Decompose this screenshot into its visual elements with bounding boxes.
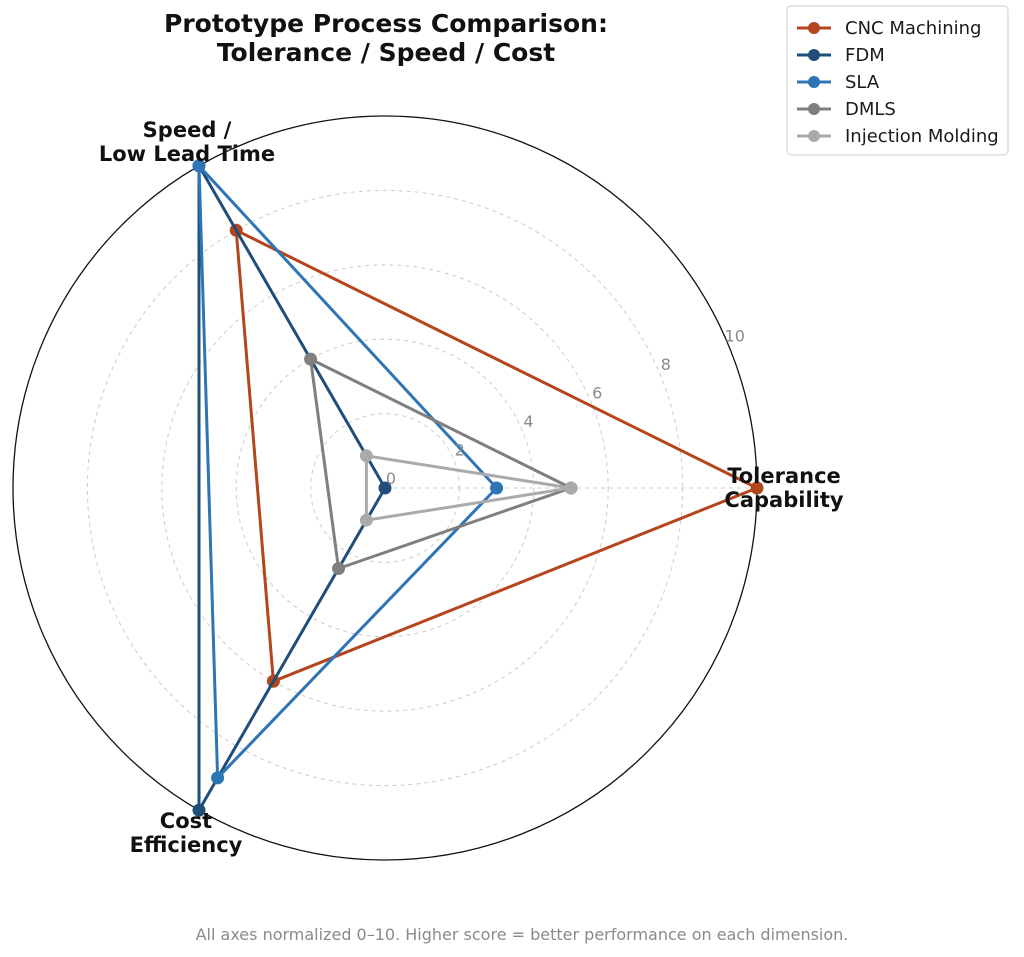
data-point [192,159,206,173]
tick-label: 0 [386,469,396,488]
legend-label: DMLS [845,99,896,120]
legend-swatch-marker [808,49,820,61]
series-line [197,164,387,812]
tick-label: 4 [523,412,533,431]
data-point [490,481,504,495]
chart-title: Prototype Process Comparison: Tolerance /… [164,9,608,67]
data-point [564,481,578,495]
series-line [309,357,573,570]
legend-label: Injection Molding [845,126,999,147]
legend-label: FDM [845,45,885,66]
legend-item[interactable]: DMLS [797,99,896,120]
series-line [364,454,573,522]
legend-swatch-marker [808,130,820,142]
data-point [359,449,373,463]
data-point [750,481,764,495]
legend-swatch-marker [808,76,820,88]
tick-label: 6 [592,384,602,403]
series-line [234,228,759,683]
legend-label: SLA [845,72,880,93]
tick-label: 8 [661,355,671,374]
tick-labels: 0 2 4 6 8 10 [386,327,745,488]
legend-label: CNC Machining [845,18,981,39]
legend-swatch-marker [808,22,820,34]
tick-label: 2 [455,441,465,460]
series-fdm [192,159,392,817]
series-dmls [304,352,578,575]
title-text: Prototype Process Comparison: Tolerance /… [164,9,608,67]
grid-ring [161,264,609,712]
legend-item[interactable]: FDM [797,45,885,66]
axis-label: Cost Efficiency [130,809,243,857]
data-point [359,513,373,527]
legend-item[interactable]: Injection Molding [797,126,999,147]
legend-item[interactable]: SLA [797,72,880,93]
data-point [378,481,392,495]
series-injection-molding [359,449,578,527]
data-point [332,562,345,575]
series-line [197,164,499,780]
legend-swatch-marker [808,103,820,115]
legend-item[interactable]: CNC Machining [797,18,981,39]
data-point [211,771,225,785]
series-sla [192,159,504,785]
tick-label: 10 [725,327,745,346]
footnote: All axes normalized 0–10. Higher score =… [196,925,849,944]
axis-label: Speed / Low Lead Time [99,118,275,166]
series-layer [192,159,764,817]
axis-label: Tolerance Capability [724,464,843,512]
data-point [304,352,318,366]
axis-labels: Tolerance Capability Speed / Low Lead Time C… [99,118,844,857]
data-point [192,803,206,817]
legend-box [786,5,1009,156]
legend[interactable]: CNC Machining FDM SLA DMLS Injection Molding [786,5,1009,156]
